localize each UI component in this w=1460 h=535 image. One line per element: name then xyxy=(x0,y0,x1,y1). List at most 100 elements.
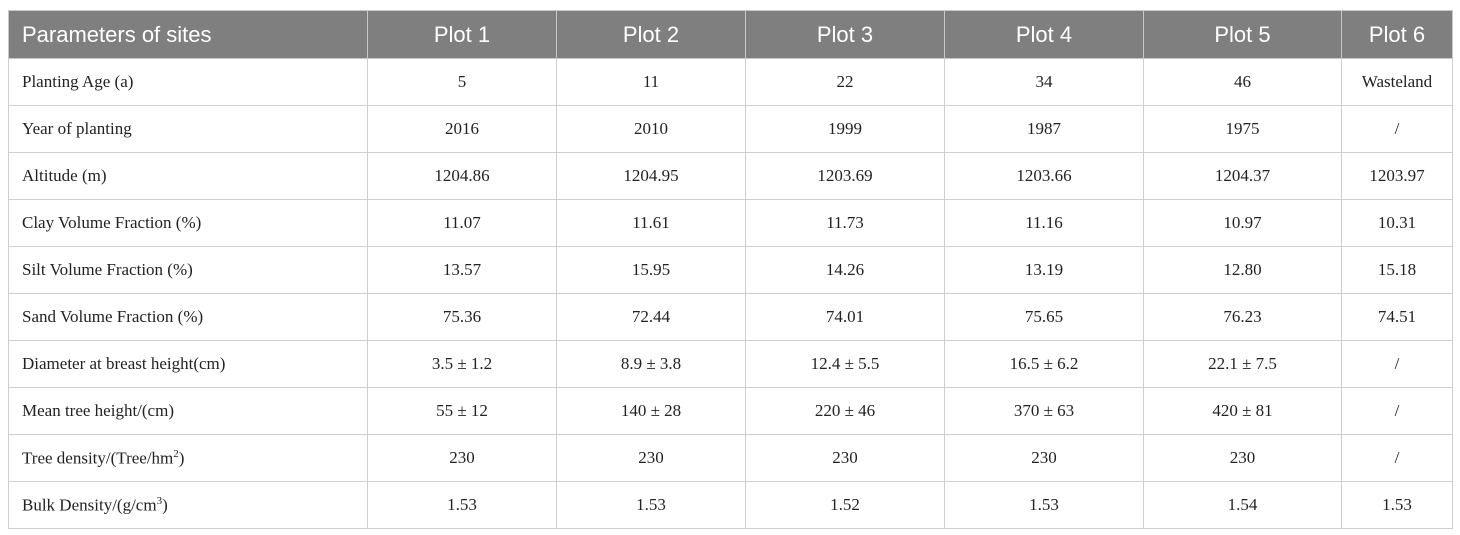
row-label: Diameter at breast height(cm) xyxy=(8,340,368,388)
row-label-text: Altitude (m) xyxy=(22,166,107,185)
row-label: Sand Volume Fraction (%) xyxy=(8,293,368,341)
table-cell: 230 xyxy=(1143,434,1342,482)
table-cell: 2016 xyxy=(367,105,557,153)
row-label-text: Sand Volume Fraction (%) xyxy=(22,307,204,326)
table-row: Altitude (m) 1204.86 1204.95 1203.69 1203.66… xyxy=(8,152,1453,200)
table-cell: 1204.95 xyxy=(556,152,746,200)
table-cell: 140 ± 28 xyxy=(556,387,746,435)
table-cell: 11.73 xyxy=(745,199,945,247)
row-label: Tree density/(Tree/hm2) xyxy=(8,434,368,482)
column-header: Plot 5 xyxy=(1143,10,1342,59)
table-row: Sand Volume Fraction (%) 75.36 72.44 74.01 7… xyxy=(8,293,1453,341)
table-cell: 76.23 xyxy=(1143,293,1342,341)
table-cell: 46 xyxy=(1143,58,1342,106)
table-cell: 1203.66 xyxy=(944,152,1144,200)
table-cell: 11.16 xyxy=(944,199,1144,247)
row-label: Year of planting xyxy=(8,105,368,153)
table-cell: 3.5 ± 1.2 xyxy=(367,340,557,388)
column-header: Plot 2 xyxy=(556,10,746,59)
table-cell: 230 xyxy=(556,434,746,482)
table-cell: 15.95 xyxy=(556,246,746,294)
row-label-text: Planting Age (a) xyxy=(22,72,134,91)
row-label: Planting Age (a) xyxy=(8,58,368,106)
table-cell: 72.44 xyxy=(556,293,746,341)
column-header: Plot 4 xyxy=(944,10,1144,59)
table-cell: 1.53 xyxy=(367,481,557,529)
table-cell: 1999 xyxy=(745,105,945,153)
table-cell: 14.26 xyxy=(745,246,945,294)
table-cell: 34 xyxy=(944,58,1144,106)
table-cell: 15.18 xyxy=(1341,246,1453,294)
table-cell: 16.5 ± 6.2 xyxy=(944,340,1144,388)
table-cell: / xyxy=(1341,340,1453,388)
table-cell: Wasteland xyxy=(1341,58,1453,106)
table-cell: 11 xyxy=(556,58,746,106)
row-label: Silt Volume Fraction (%) xyxy=(8,246,368,294)
table-row: Diameter at breast height(cm) 3.5 ± 1.2 8.… xyxy=(8,340,1453,388)
table-cell: 22.1 ± 7.5 xyxy=(1143,340,1342,388)
table-cell: 1203.69 xyxy=(745,152,945,200)
table-header: Parameters of sites Plot 1 Plot 2 Plot 3 Plo… xyxy=(8,10,1453,59)
row-label-suffix: ) xyxy=(178,448,185,468)
row-label-suffix: ) xyxy=(162,495,168,515)
header-row: Parameters of sites Plot 1 Plot 2 Plot 3 Plo… xyxy=(8,10,1453,59)
row-label-text: Silt Volume Fraction (%) xyxy=(22,260,193,279)
table-cell: 1.53 xyxy=(944,481,1144,529)
row-label-text: Diameter at breast height(cm) xyxy=(22,354,226,373)
table-cell: 1204.86 xyxy=(367,152,557,200)
table-row: Silt Volume Fraction (%) 13.57 15.95 14.26 1… xyxy=(8,246,1453,294)
table-cell: 370 ± 63 xyxy=(944,387,1144,435)
table-row: Clay Volume Fraction (%) 11.07 11.61 11.73 1… xyxy=(8,199,1453,247)
table-cell: 11.07 xyxy=(367,199,557,247)
table-cell: 1.53 xyxy=(1341,481,1453,529)
row-label-text: Year of planting xyxy=(22,119,132,138)
table-cell: 75.65 xyxy=(944,293,1144,341)
table-cell: 74.01 xyxy=(745,293,945,341)
row-label-text: Clay Volume Fraction (%) xyxy=(22,213,202,232)
table-cell: / xyxy=(1341,105,1453,153)
table-row: Year of planting 2016 2010 1999 1987 1975/ xyxy=(8,105,1453,153)
row-label-superscript: 2 xyxy=(173,447,179,460)
table-row: Tree density/(Tree/hm2) 230 230 230 230 230/ xyxy=(8,434,1453,482)
table-cell: / xyxy=(1341,434,1453,482)
table-cell: 1204.37 xyxy=(1143,152,1342,200)
table-cell: 22 xyxy=(745,58,945,106)
table-cell: 12.80 xyxy=(1143,246,1342,294)
row-label: Mean tree height/(cm) xyxy=(8,387,368,435)
table-cell: 230 xyxy=(944,434,1144,482)
table-cell: 1975 xyxy=(1143,105,1342,153)
table-cell: 55 ± 12 xyxy=(367,387,557,435)
table-row: Planting Age (a) 5 11 22 34 46 Wasteland xyxy=(8,58,1453,106)
table-cell: / xyxy=(1341,387,1453,435)
table-cell: 5 xyxy=(367,58,557,106)
table-cell: 10.97 xyxy=(1143,199,1342,247)
row-label: Altitude (m) xyxy=(8,152,368,200)
row-label-text: Bulk Density/(g/cm xyxy=(22,495,157,515)
table-cell: 12.4 ± 5.5 xyxy=(745,340,945,388)
table-cell: 74.51 xyxy=(1341,293,1453,341)
table-cell: 230 xyxy=(745,434,945,482)
row-label: Bulk Density/(g/cm3) xyxy=(8,481,368,529)
table-cell: 1987 xyxy=(944,105,1144,153)
row-label-text: Tree density/(Tree/hm xyxy=(22,448,174,468)
table-cell: 1203.97 xyxy=(1341,152,1453,200)
table-cell: 1.52 xyxy=(745,481,945,529)
row-label-text: Mean tree height/(cm) xyxy=(22,401,174,420)
table-cell: 13.19 xyxy=(944,246,1144,294)
table-cell: 420 ± 81 xyxy=(1143,387,1342,435)
column-header: Parameters of sites xyxy=(8,10,368,59)
row-label: Clay Volume Fraction (%) xyxy=(8,199,368,247)
table-cell: 8.9 ± 3.8 xyxy=(556,340,746,388)
table-cell: 75.36 xyxy=(367,293,557,341)
table-cell: 13.57 xyxy=(367,246,557,294)
row-label-superscript: 3 xyxy=(156,494,163,507)
column-header: Plot 1 xyxy=(367,10,557,59)
table-row: Mean tree height/(cm) 55 ± 12 140 ± 28 220 … xyxy=(8,387,1453,435)
table-cell: 220 ± 46 xyxy=(745,387,945,435)
column-header: Plot 3 xyxy=(745,10,945,59)
table-cell: 11.61 xyxy=(556,199,746,247)
table-cell: 1.54 xyxy=(1143,481,1342,529)
table-body: Planting Age (a) 5 11 22 34 46 Wasteland Year o… xyxy=(8,58,1453,529)
site-parameters-table: Parameters of sites Plot 1 Plot 2 Plot 3 Plo… xyxy=(8,10,1453,529)
